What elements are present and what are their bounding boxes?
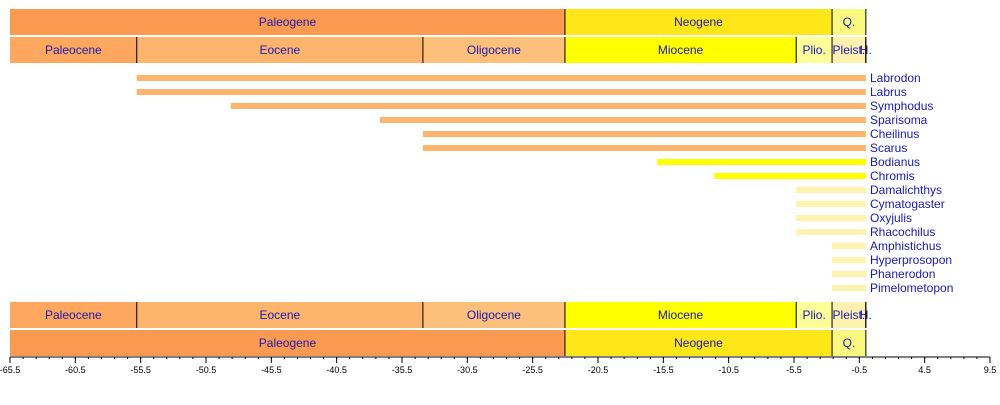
- taxon-bar-labrus: [136, 89, 866, 95]
- x-tick-label: -60.5: [65, 365, 86, 375]
- bottom-epoch-eocene-cell: [136, 302, 423, 328]
- taxon-bar-amphistichus: [832, 243, 866, 249]
- top-period-neogene-label: Neogene: [674, 15, 723, 29]
- taxon-label-rhacochilus: Rhacochilus: [870, 225, 935, 239]
- taxon-label-hyperprosopon: Hyperprosopon: [870, 253, 952, 267]
- bottom-epoch-band: Paleocene Eocene Oligocene Miocene Plio. Plei…: [10, 302, 872, 328]
- taxon-bar-labrodon: [136, 75, 866, 81]
- top-epoch-plio-label: Plio.: [802, 43, 825, 57]
- x-tick-label: -15.5: [653, 365, 674, 375]
- taxon-label-phanerodon: Phanerodon: [870, 267, 935, 281]
- bottom-epoch-plio-cell: [796, 302, 833, 328]
- top-period-band: Paleogene Neogene Q.: [10, 9, 867, 35]
- bottom-epoch-paleocene-cell: [10, 302, 137, 328]
- taxon-label-cymatogaster: Cymatogaster: [870, 197, 945, 211]
- taxon-range-bars: LabrodonLabrusSymphodusSparisomaCheilinu…: [136, 71, 953, 295]
- top-epoch-miocene-label: Miocene: [658, 43, 704, 57]
- top-epoch-band: Paleocene Eocene Oligocene Miocene Plio. Plei…: [10, 37, 872, 63]
- x-tick-label: 4.5: [918, 365, 931, 375]
- x-tick-label: -40.5: [326, 365, 347, 375]
- top-epoch-paleocene-label: Paleocene: [45, 43, 102, 57]
- taxon-bar-damalichthys: [796, 187, 866, 193]
- x-tick-label: -65.5: [0, 365, 20, 375]
- top-period-paleogene-label: Paleogene: [259, 15, 317, 29]
- bottom-period-q-cell: [832, 330, 866, 356]
- bottom-epoch-plio-label: Plio.: [802, 308, 825, 322]
- bottom-period-neogene-label: Neogene: [674, 336, 723, 350]
- taxon-label-symphodus: Symphodus: [870, 99, 933, 113]
- top-period-neogene-cell: [564, 9, 833, 35]
- taxon-label-cheilinus: Cheilinus: [870, 127, 919, 141]
- x-tick-label: -30.5: [457, 365, 478, 375]
- bottom-epoch-miocene-label: Miocene: [658, 308, 704, 322]
- taxon-label-chromis: Chromis: [870, 169, 915, 183]
- bottom-period-paleogene-cell: [10, 330, 565, 356]
- bottom-period-neogene-cell: [564, 330, 833, 356]
- top-epoch-eocene-cell: [136, 37, 423, 63]
- taxon-bar-pimelometopon: [832, 285, 866, 291]
- taxon-label-scarus: Scarus: [870, 141, 907, 155]
- taxon-label-bodianus: Bodianus: [870, 155, 920, 169]
- taxon-bar-hyperprosopon: [832, 257, 866, 263]
- x-tick-label: -45.5: [261, 365, 282, 375]
- top-epoch-pleist-label: Pleist.: [833, 43, 866, 57]
- x-tick-label: -0.5: [852, 365, 868, 375]
- top-period-q-cell: [832, 9, 866, 35]
- taxon-bar-rhacochilus: [796, 229, 866, 235]
- taxon-label-damalichthys: Damalichthys: [870, 183, 942, 197]
- taxon-bar-scarus: [422, 145, 866, 151]
- taxon-label-labrodon: Labrodon: [870, 71, 921, 85]
- taxon-bar-symphodus: [230, 103, 866, 109]
- top-epoch-eocene-label: Eocene: [259, 43, 300, 57]
- top-period-q-label: Q.: [843, 15, 856, 29]
- taxon-label-labrus: Labrus: [870, 85, 907, 99]
- top-epoch-plio-cell: [796, 37, 833, 63]
- taxon-bar-oxyjulis: [796, 215, 866, 221]
- bottom-period-q-label: Q.: [843, 336, 856, 350]
- taxon-bar-phanerodon: [832, 271, 866, 277]
- top-epoch-pleist-cell: [832, 37, 866, 63]
- bottom-epoch-pleist-label: Pleist.: [833, 308, 866, 322]
- taxon-bar-cheilinus: [422, 131, 866, 137]
- taxon-label-pimelometopon: Pimelometopon: [870, 281, 953, 295]
- bottom-epoch-pleist-cell: [832, 302, 866, 328]
- x-tick-label: 9.5: [984, 365, 997, 375]
- bottom-epoch-oligocene-label: Oligocene: [467, 308, 521, 322]
- x-tick-label: -50.5: [196, 365, 217, 375]
- x-tick-label: -5.5: [786, 365, 802, 375]
- top-epoch-miocene-cell: [564, 37, 797, 63]
- top-epoch-paleocene-cell: [10, 37, 137, 63]
- bottom-epoch-miocene-cell: [564, 302, 797, 328]
- taxon-label-oxyjulis: Oxyjulis: [870, 211, 912, 225]
- bottom-epoch-eocene-label: Eocene: [259, 308, 300, 322]
- taxon-label-sparisoma: Sparisoma: [870, 113, 928, 127]
- taxon-bar-sparisoma: [379, 117, 866, 123]
- bottom-epoch-paleocene-label: Paleocene: [45, 308, 102, 322]
- x-tick-label: -10.5: [718, 365, 739, 375]
- x-tick-label: -20.5: [588, 365, 609, 375]
- x-tick-label: -25.5: [522, 365, 543, 375]
- taxon-label-amphistichus: Amphistichus: [870, 239, 941, 253]
- bottom-period-band: Paleogene Neogene Q.: [10, 330, 867, 356]
- top-epoch-oligocene-cell: [422, 37, 565, 63]
- bottom-period-paleogene-label: Paleogene: [259, 336, 317, 350]
- top-epoch-oligocene-label: Oligocene: [467, 43, 521, 57]
- x-tick-label: -55.5: [130, 365, 151, 375]
- x-axis: -65.5 -60.5 -55.5 -50.5 -45.5 -40.5 -35.5 -30.5…: [0, 356, 997, 375]
- taxon-bar-cymatogaster: [796, 201, 866, 207]
- taxon-bar-bodianus: [657, 159, 866, 165]
- bottom-epoch-oligocene-cell: [422, 302, 565, 328]
- top-period-paleogene-cell: [10, 9, 565, 35]
- taxon-bar-chromis: [714, 173, 866, 179]
- x-tick-label: -35.5: [392, 365, 413, 375]
